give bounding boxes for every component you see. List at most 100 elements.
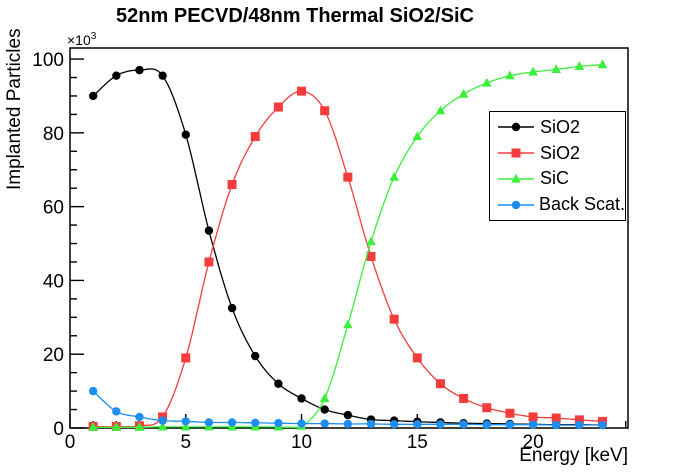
data-point-square — [482, 403, 492, 413]
data-point-square — [320, 106, 330, 116]
data-point-triangle — [528, 66, 538, 76]
legend-label: Back Scat. — [538, 194, 625, 215]
data-point-square — [273, 102, 283, 112]
x-tick-label: 10 — [291, 432, 312, 453]
data-point-square — [435, 379, 445, 389]
series-3-back-scat- — [88, 386, 607, 430]
data-point-circle — [598, 420, 607, 430]
data-point-square — [511, 148, 521, 158]
data-point-circle — [552, 420, 561, 430]
data-point-triangle — [481, 77, 492, 87]
data-point-triangle — [111, 422, 122, 431]
data-point-circle — [511, 123, 521, 132]
data-point-triangle — [435, 105, 446, 115]
data-point-circle — [135, 65, 144, 75]
y-tick-label: 20 — [43, 345, 64, 366]
data-point-circle — [343, 410, 353, 420]
plot-frame — [69, 47, 629, 429]
data-point-square — [528, 412, 538, 422]
data-point-circle — [227, 303, 237, 313]
data-point-circle — [88, 386, 98, 396]
data-point-circle — [204, 226, 214, 235]
y-tick-label: 0 — [53, 419, 64, 440]
chart-title: 52nm PECVD/48nm Thermal SiO2/SiC — [116, 5, 474, 27]
data-point-square — [181, 353, 191, 363]
circle-marker-icon — [498, 123, 534, 132]
data-point-circle — [528, 420, 538, 429]
data-point-square — [459, 393, 469, 403]
data-point-triangle — [343, 319, 353, 329]
legend: SiO2 SiO2 SiC Back Scat. — [489, 111, 626, 221]
data-point-circle — [88, 91, 98, 101]
x-tick-label: 0 — [65, 432, 76, 453]
data-point-square — [204, 257, 214, 267]
data-point-triangle — [157, 421, 168, 431]
data-point-circle — [181, 130, 190, 139]
data-point-triangle — [180, 421, 191, 431]
legend-label: SiO2 — [540, 142, 581, 163]
square-marker-icon — [498, 148, 534, 158]
data-point-circle — [389, 420, 399, 429]
data-point-triangle — [366, 236, 376, 246]
data-point-circle — [436, 420, 445, 429]
data-point-circle — [158, 416, 167, 425]
data-point-square — [297, 86, 307, 96]
y-axis-multiplier: ×103 — [67, 31, 96, 48]
x-tick-label: 20 — [523, 432, 544, 453]
y-tick-label: 100 — [32, 50, 64, 71]
y-tick-label: 60 — [43, 198, 64, 219]
data-point-triangle — [134, 422, 145, 431]
legend-entry-sio2: SiO2 — [497, 143, 625, 164]
data-point-circle — [227, 418, 237, 427]
legend-entry-sio2: SiO2 — [497, 117, 625, 138]
data-point-circle — [482, 420, 491, 429]
data-point-square — [250, 132, 260, 142]
data-point-circle — [181, 417, 190, 426]
y-axis-multiplier-exponent: 3 — [90, 31, 97, 42]
data-point-circle — [274, 419, 283, 428]
data-point-circle — [320, 419, 329, 428]
data-point-circle — [413, 420, 422, 429]
data-point-square — [412, 353, 422, 363]
data-point-circle — [297, 394, 306, 403]
data-point-circle — [274, 379, 283, 388]
data-point-circle — [158, 71, 167, 80]
legend-entry-sic: SiC — [497, 168, 625, 189]
data-point-triangle — [574, 61, 585, 71]
data-point-triangle — [505, 70, 515, 80]
y-tick-label: 40 — [43, 271, 64, 292]
data-point-square — [343, 172, 353, 182]
x-tick-label: 5 — [180, 432, 191, 453]
y-tick-label: 80 — [43, 124, 64, 145]
data-point-square — [551, 413, 561, 423]
data-point-triangle — [412, 131, 423, 141]
data-point-square — [366, 251, 376, 261]
triangle-marker-icon — [498, 173, 534, 183]
data-point-square — [505, 408, 515, 418]
data-point-circle — [459, 420, 468, 429]
data-point-square — [389, 314, 399, 324]
legend-label: SiO2 — [540, 116, 581, 137]
data-point-circle — [112, 71, 121, 80]
data-point-triangle — [597, 59, 608, 69]
x-axis-title: Energy [keV] — [519, 445, 628, 466]
data-point-circle — [135, 412, 144, 422]
data-point-circle — [204, 418, 214, 427]
data-point-circle — [251, 418, 260, 428]
data-point-square — [227, 180, 237, 190]
data-point-circle — [505, 420, 515, 429]
data-point-triangle — [511, 173, 521, 183]
data-point-circle — [297, 419, 306, 428]
y-axis: 0 20 40 60 80 100 — [32, 50, 84, 440]
data-point-triangle — [458, 88, 469, 98]
data-point-triangle — [551, 64, 562, 73]
x-tick-label: 15 — [407, 432, 428, 453]
data-point-circle — [320, 405, 329, 414]
data-point-triangle — [389, 171, 399, 181]
data-point-circle — [343, 419, 353, 429]
y-axis-multiplier-base: ×10 — [67, 32, 91, 48]
data-point-circle — [112, 407, 121, 416]
data-point-triangle — [319, 393, 330, 403]
